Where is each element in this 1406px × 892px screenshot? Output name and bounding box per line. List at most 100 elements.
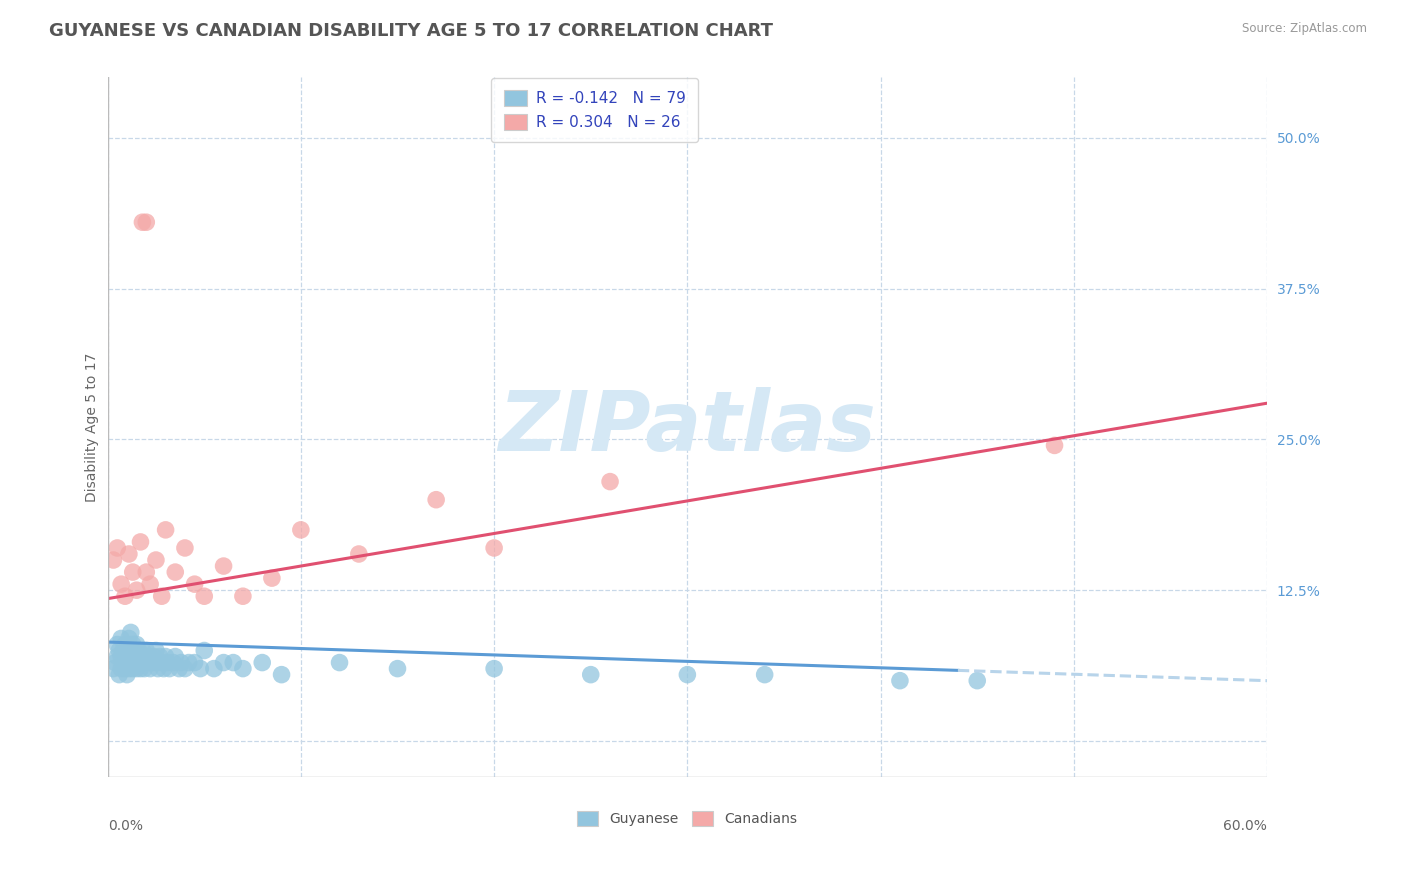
Point [136,649,159,664]
Point [139,577,162,591]
Point [114,589,136,603]
Point [328,656,350,670]
Point [232,589,254,603]
Point [167,662,190,676]
Point [270,667,292,681]
Point [135,656,157,670]
Point [170,656,193,670]
Point [1043,438,1066,452]
Point [121,662,143,676]
Point [118,547,141,561]
Point [135,565,157,579]
Point [159,662,181,676]
Point [115,649,138,664]
Point [150,656,173,670]
Point [212,656,235,670]
Point [193,589,215,603]
Point [676,667,699,681]
Legend: Guyanese, Canadians: Guyanese, Canadians [571,805,804,833]
Point [125,638,148,652]
Point [754,667,776,681]
Point [966,673,988,688]
Point [135,643,157,657]
Point [150,589,173,603]
Point [105,638,128,652]
Point [112,656,135,670]
Point [155,523,177,537]
Point [114,649,136,664]
Point [129,649,152,664]
Point [124,643,146,657]
Point [131,643,153,657]
Point [193,643,215,657]
Point [156,656,179,670]
Text: GUYANESE VS CANADIAN DISABILITY AGE 5 TO 17 CORRELATION CHART: GUYANESE VS CANADIAN DISABILITY AGE 5 TO… [49,22,773,40]
Point [183,656,205,670]
Point [114,638,136,652]
Point [131,656,153,670]
Point [212,559,235,574]
Point [121,649,143,664]
Point [149,649,172,664]
Point [425,492,447,507]
Point [260,571,283,585]
Point [115,638,138,652]
Point [120,656,142,670]
Point [115,667,138,681]
Point [128,643,150,657]
Point [135,215,157,229]
Point [125,649,148,664]
Point [145,656,167,670]
Point [165,565,187,579]
Point [120,643,142,657]
Point [108,667,131,681]
Point [146,662,169,676]
Text: ZIPatlas: ZIPatlas [499,387,876,467]
Point [110,577,132,591]
Point [141,656,163,670]
Point [162,656,184,670]
Point [124,656,146,670]
Point [105,541,128,555]
Point [139,662,162,676]
Point [347,547,370,561]
Point [103,553,125,567]
Point [110,632,132,646]
Point [222,656,245,670]
Point [125,662,148,676]
Point [134,662,156,676]
Point [121,638,143,652]
Point [120,625,142,640]
Point [190,662,212,676]
Point [118,662,141,676]
Point [202,662,225,676]
Point [165,649,187,664]
Text: 60.0%: 60.0% [1223,819,1267,833]
Point [599,475,621,489]
Point [579,667,602,681]
Point [121,565,143,579]
Point [125,583,148,598]
Y-axis label: Disability Age 5 to 17: Disability Age 5 to 17 [86,352,100,502]
Point [110,649,132,664]
Point [155,649,177,664]
Point [290,523,312,537]
Point [110,662,132,676]
Point [183,577,205,591]
Point [143,649,166,664]
Point [134,649,156,664]
Text: Source: ZipAtlas.com: Source: ZipAtlas.com [1241,22,1367,36]
Point [252,656,274,670]
Point [889,673,911,688]
Point [108,643,131,657]
Point [174,662,197,676]
Point [232,662,254,676]
Point [387,662,409,676]
Point [174,541,197,555]
Point [145,553,167,567]
Point [128,656,150,670]
Point [114,662,136,676]
Point [139,649,162,664]
Point [131,215,153,229]
Point [118,632,141,646]
